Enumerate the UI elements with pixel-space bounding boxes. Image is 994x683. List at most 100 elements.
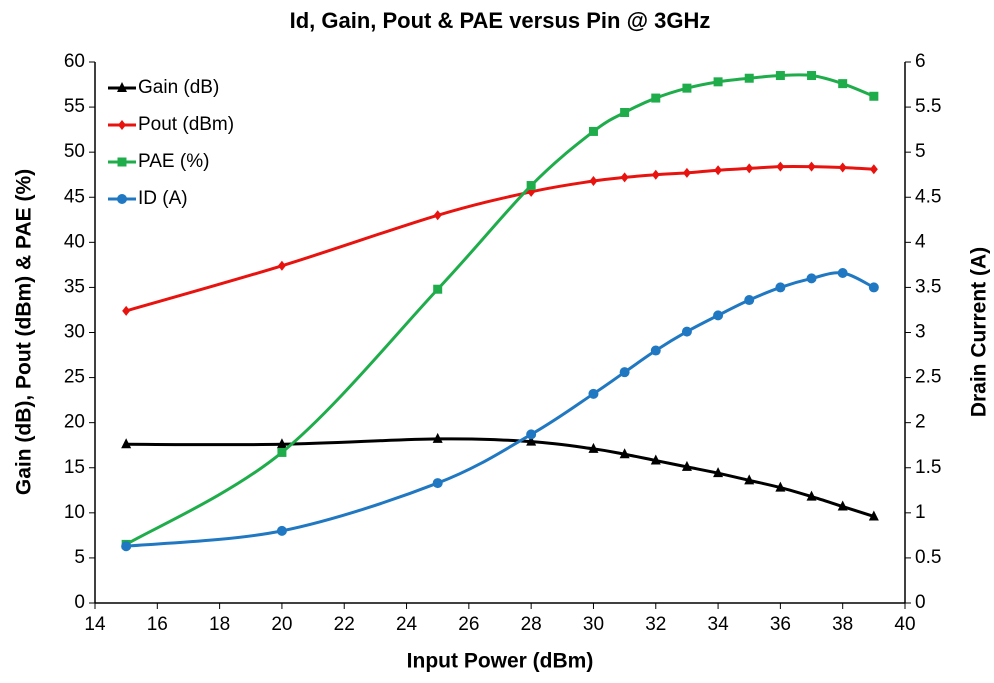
data-point [650,454,661,465]
x-tick-label: 32 [645,614,666,635]
data-point [868,282,879,293]
y-tick-label: 60 [64,51,85,72]
data-point [837,500,848,511]
x-tick-label: 26 [458,614,479,635]
data-point [121,438,132,449]
data-point [713,77,723,87]
y2-tick-label: 5.5 [915,96,941,117]
y-tick-label: 25 [64,367,85,388]
x-tick-label: 14 [84,614,106,635]
data-point [775,481,786,492]
y-tick-label: 10 [64,502,85,523]
y-tick-label: 45 [64,186,85,207]
data-point [588,126,598,136]
data-point [806,273,817,284]
data-point [744,73,754,83]
chart-title: Id, Gain, Pout & PAE versus Pin @ 3GHz [290,8,711,33]
legend-label: Pout (dBm) [138,114,234,135]
data-point [432,478,443,489]
legend-marker [117,82,127,92]
data-point [807,71,817,81]
data-point [588,388,599,399]
y-tick-label: 15 [64,457,85,478]
y-axis-label: Gain (dB), Pout (dBm) & PAE (%) [13,169,36,495]
data-point [433,284,443,294]
data-point [713,310,724,321]
data-point [619,448,630,459]
y2-tick-label: 1.5 [915,457,941,478]
y2-tick-label: 3 [915,322,926,343]
data-point [526,429,537,440]
legend-marker [118,120,126,130]
data-point [277,260,286,271]
data-point [868,510,879,521]
data-point [806,490,817,501]
data-point [277,447,287,457]
data-point [588,442,599,453]
data-point [744,474,755,485]
series-line [125,73,875,546]
x-tick-label: 38 [832,614,853,635]
data-point [775,282,786,293]
y-tick-label: 35 [64,276,85,297]
data-point [838,162,847,173]
x-axis-label: Input Power (dBm) [407,650,594,673]
data-point [589,176,598,187]
data-point [620,172,629,183]
data-point [682,83,692,93]
data-point [276,525,287,536]
y-tick-label: 50 [64,141,85,162]
data-point [121,541,132,552]
data-point [713,467,724,478]
data-point [869,164,878,175]
data-point [650,345,661,356]
x-tick-label: 28 [521,614,542,635]
x-tick-label: 20 [271,614,292,635]
x-tick-label: 36 [770,614,791,635]
y2-tick-label: 2 [915,412,926,433]
data-point [714,165,723,176]
series-line [125,164,874,313]
data-point [433,210,442,221]
y-tick-label: 0 [74,592,85,613]
y2-tick-label: 0.5 [915,547,941,568]
data-point [619,367,630,378]
legend-label: PAE (%) [138,151,209,172]
x-tick-label: 24 [396,614,418,635]
y2-tick-label: 4 [915,231,926,252]
data-point [807,161,816,172]
y-tick-label: 20 [64,412,85,433]
series-line [126,437,875,518]
y-tick-label: 30 [64,322,85,343]
data-point [681,460,692,471]
x-tick-label: 40 [894,614,915,635]
y2-tick-label: 4.5 [915,186,941,207]
legend-label: Gain (dB) [138,77,219,98]
x-tick-label: 34 [708,614,730,635]
data-point [869,91,879,101]
data-point [682,167,691,178]
series-line [126,271,875,548]
y2-tick-label: 2.5 [915,367,941,388]
x-tick-label: 18 [209,614,230,635]
y2-tick-label: 6 [915,51,926,72]
data-point [776,161,785,172]
data-point [620,107,630,117]
data-point [775,71,785,81]
y2-axis-label: Drain Current (A) [968,247,991,417]
data-point [681,326,692,337]
y2-tick-label: 5 [915,141,926,162]
legend-label: ID (A) [138,188,188,209]
data-point [526,181,536,191]
y2-tick-label: 1 [915,502,926,523]
data-point [837,267,848,278]
y2-tick-label: 0 [915,592,926,613]
data-point [276,438,287,449]
y2-tick-label: 3.5 [915,276,941,297]
legend-marker [117,194,127,204]
data-point [432,432,443,443]
y-tick-label: 5 [74,547,85,568]
y-tick-label: 55 [64,96,85,117]
data-point [744,295,755,306]
